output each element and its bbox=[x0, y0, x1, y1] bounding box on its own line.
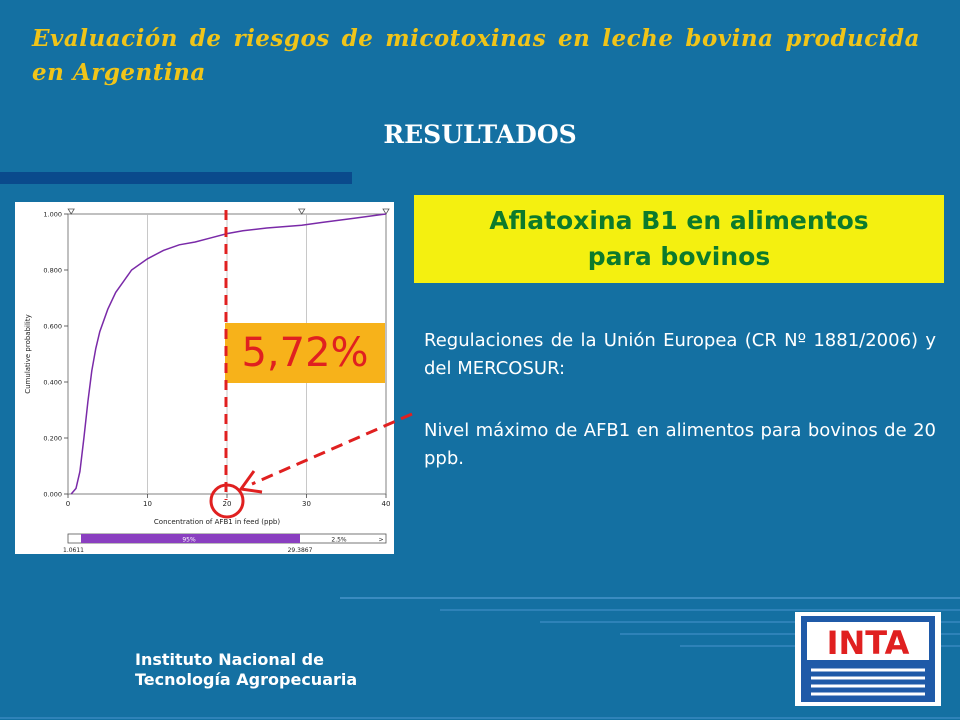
y-tick-label: 1.000 bbox=[43, 211, 62, 219]
org-name: Instituto Nacional de Tecnología Agropec… bbox=[135, 650, 357, 690]
svg-text:INTA: INTA bbox=[827, 624, 910, 662]
inta-logo: INTA bbox=[795, 612, 941, 706]
y-tick-label: 0.400 bbox=[43, 379, 62, 387]
x-axis-label: Concentration of AFB1 in feed (ppb) bbox=[154, 518, 280, 526]
y-tick-label: 0.000 bbox=[43, 491, 62, 499]
interval-right-value: 29.3867 bbox=[288, 547, 313, 554]
interval-left-value: 1.0611 bbox=[63, 547, 84, 554]
inta-logo-icon: INTA bbox=[801, 616, 935, 702]
y-axis-label: Cumulative probability bbox=[24, 314, 32, 394]
pointer-arrow-line bbox=[251, 412, 413, 486]
org-name-line2: Tecnología Agropecuaria bbox=[135, 670, 358, 689]
section-title: RESULTADOS bbox=[383, 120, 577, 149]
regulation-text: Regulaciones de la Unión Europea (CR Nº … bbox=[424, 330, 936, 379]
x-tick-label: 30 bbox=[302, 500, 311, 508]
marker-triangle bbox=[382, 208, 390, 215]
y-tick-label: 0.800 bbox=[43, 267, 62, 275]
interval-95-fill bbox=[81, 534, 300, 543]
marker-triangle bbox=[67, 208, 75, 215]
x-tick-label: 40 bbox=[382, 500, 391, 508]
interval-middle-label: 95% bbox=[182, 537, 196, 544]
callout-title: Aflatoxina B1 en alimentos para bovinos bbox=[489, 206, 869, 271]
x-tick-label: 0 bbox=[66, 500, 70, 508]
callout-box: Aflatoxina B1 en alimentos para bovinos bbox=[414, 195, 944, 283]
interval-right-label: 2.5% bbox=[331, 537, 347, 544]
pointer-arrow-head bbox=[238, 470, 263, 494]
max-level-text: Nivel máximo de AFB1 en alimentos para b… bbox=[424, 420, 936, 469]
interval-bar: 95% 2.5% > 1.0611 29.3867 bbox=[63, 533, 387, 554]
highlight-circle bbox=[209, 483, 245, 519]
divider-bar bbox=[0, 172, 352, 184]
x-tick-label: 20 bbox=[223, 500, 232, 508]
slide-title: Evaluación de riesgos de micotoxinas en … bbox=[32, 25, 920, 86]
cdf-curve bbox=[70, 213, 387, 495]
marker-triangle bbox=[298, 208, 306, 215]
y-tick-label: 0.600 bbox=[43, 323, 62, 331]
percentage-highlight: 5,72% bbox=[225, 323, 385, 383]
org-name-line1: Instituto Nacional de bbox=[135, 650, 324, 669]
interval-arrow-label: > bbox=[378, 537, 383, 544]
x-tick-label: 10 bbox=[143, 500, 152, 508]
y-tick-label: 0.200 bbox=[43, 435, 62, 443]
